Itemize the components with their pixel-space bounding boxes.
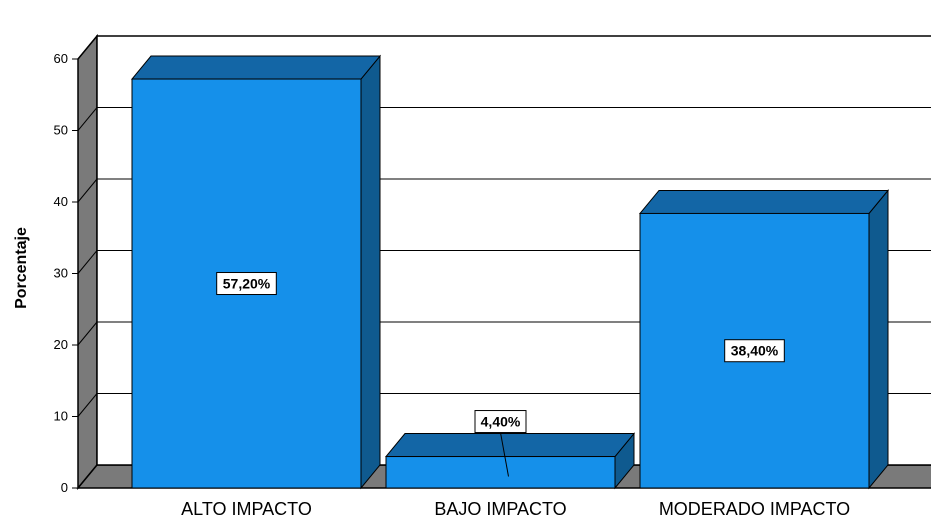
bar-top [384, 433, 636, 458]
data-label-box [474, 410, 527, 434]
bar-top [638, 189, 890, 214]
wall-gridline [77, 250, 98, 274]
data-label-text: 4,40% [481, 414, 521, 430]
bar-side [360, 54, 381, 490]
bar-front [385, 456, 616, 489]
wall-gridline [77, 393, 98, 417]
x-category-label: ALTO IMPACTO [181, 499, 312, 519]
y-tick-label: 10 [54, 409, 68, 424]
x-axis-labels: ALTO IMPACTO BAJO IMPACTO MODERADO IMPACTO [181, 499, 850, 519]
bars: 57,20% 4,40% 38,40% [130, 54, 890, 490]
x-category-label: BAJO IMPACTO [434, 499, 566, 519]
bar-side [868, 189, 889, 490]
y-tick-label: 20 [54, 337, 68, 352]
bar-2 [384, 432, 636, 490]
wall-gridline [77, 35, 98, 60]
y-axis-title: Porcentaje [13, 227, 30, 309]
y-tick-label: 0 [61, 480, 68, 495]
wall-gridline [77, 178, 98, 203]
y-tick-label: 50 [54, 123, 68, 138]
data-label-text: 38,40% [731, 343, 779, 359]
data-label-3: 38,40% [724, 339, 785, 363]
y-tick-label: 40 [54, 194, 68, 209]
wall-gridline [77, 321, 98, 346]
data-label-box [216, 272, 277, 296]
data-label-box [724, 339, 785, 363]
data-label-1: 57,20% [216, 272, 277, 296]
bar-top [130, 55, 382, 80]
x-category-label: MODERADO IMPACTO [659, 499, 850, 519]
data-label-leader [500, 432, 509, 477]
data-label-2: 4,40% [474, 410, 527, 477]
y-tick-label: 60 [54, 51, 68, 66]
y-axis-ticks: 0 10 20 30 40 50 60 [54, 51, 78, 495]
y-tick-label: 30 [54, 266, 68, 281]
data-label-text: 57,20% [223, 276, 271, 292]
wall-gridline [77, 107, 98, 131]
